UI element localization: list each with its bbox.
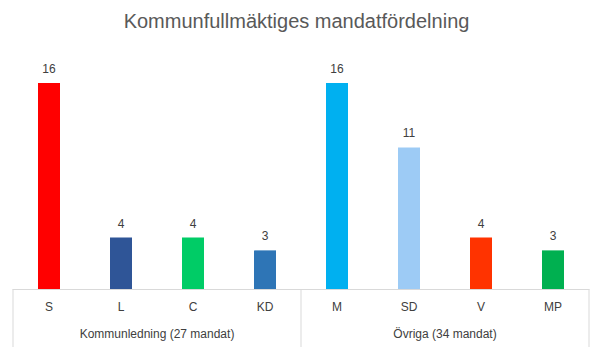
svg-text:C: C bbox=[189, 300, 198, 314]
svg-text:4: 4 bbox=[478, 217, 485, 231]
svg-text:4: 4 bbox=[190, 217, 197, 231]
svg-text:S: S bbox=[45, 300, 53, 314]
svg-text:16: 16 bbox=[42, 62, 56, 76]
svg-text:11: 11 bbox=[403, 126, 416, 140]
svg-text:V: V bbox=[477, 300, 485, 314]
svg-text:L: L bbox=[118, 300, 125, 314]
svg-text:Kommunledning (27 mandat): Kommunledning (27 mandat) bbox=[80, 327, 235, 341]
svg-text:SD: SD bbox=[401, 300, 418, 314]
svg-text:MP: MP bbox=[544, 300, 562, 314]
svg-text:16: 16 bbox=[330, 62, 344, 76]
svg-text:Kommunfullmäktiges mandatförde: Kommunfullmäktiges mandatfördelning bbox=[124, 10, 470, 32]
svg-text:3: 3 bbox=[262, 229, 269, 243]
svg-text:Övriga (34 mandat): Övriga (34 mandat) bbox=[393, 327, 496, 341]
svg-text:3: 3 bbox=[550, 229, 557, 243]
svg-text:KD: KD bbox=[257, 300, 274, 314]
svg-text:M: M bbox=[332, 300, 342, 314]
svg-text:4: 4 bbox=[118, 217, 125, 231]
